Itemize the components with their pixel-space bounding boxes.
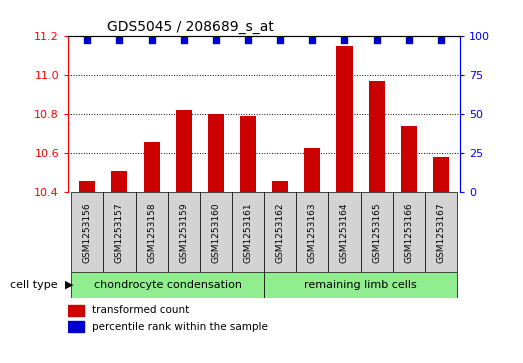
Point: [340, 37, 349, 43]
Text: GSM1253165: GSM1253165: [372, 202, 381, 263]
Point: [372, 37, 381, 43]
Text: GSM1253162: GSM1253162: [276, 202, 285, 262]
Point: [308, 37, 316, 43]
Text: GSM1253156: GSM1253156: [83, 202, 92, 263]
Bar: [208, 114, 224, 192]
Point: [147, 37, 156, 43]
Point: [179, 37, 188, 43]
Text: GSM1253167: GSM1253167: [437, 202, 446, 263]
Bar: [369, 81, 385, 192]
Text: transformed count: transformed count: [92, 305, 189, 315]
Point: [244, 37, 252, 43]
Bar: [433, 157, 449, 192]
Bar: [401, 126, 417, 192]
Text: GSM1253166: GSM1253166: [404, 202, 413, 263]
Bar: [200, 192, 232, 272]
Bar: [71, 272, 264, 298]
Text: chondrocyte condensation: chondrocyte condensation: [94, 280, 242, 290]
Bar: [264, 272, 457, 298]
Bar: [71, 192, 104, 272]
Bar: [336, 46, 353, 192]
Text: GSM1253158: GSM1253158: [147, 202, 156, 263]
Bar: [425, 192, 457, 272]
Bar: [328, 192, 360, 272]
Bar: [104, 192, 135, 272]
Text: remaining limb cells: remaining limb cells: [304, 280, 417, 290]
Bar: [135, 192, 168, 272]
Point: [83, 37, 92, 43]
Bar: [264, 192, 296, 272]
Text: GSM1253163: GSM1253163: [308, 202, 317, 263]
Text: GDS5045 / 208689_s_at: GDS5045 / 208689_s_at: [107, 20, 274, 34]
Bar: [304, 147, 321, 192]
Bar: [68, 321, 84, 333]
Text: GSM1253159: GSM1253159: [179, 202, 188, 263]
Bar: [168, 192, 200, 272]
Point: [405, 37, 413, 43]
Bar: [68, 305, 84, 316]
Bar: [240, 116, 256, 192]
Text: GSM1253157: GSM1253157: [115, 202, 124, 263]
Point: [437, 37, 445, 43]
Bar: [360, 192, 393, 272]
Bar: [393, 192, 425, 272]
Bar: [176, 110, 192, 192]
Point: [212, 37, 220, 43]
Bar: [143, 142, 160, 192]
Bar: [79, 181, 95, 192]
Point: [276, 37, 285, 43]
Bar: [296, 192, 328, 272]
Text: cell type: cell type: [10, 280, 58, 290]
Bar: [111, 171, 128, 192]
Text: ▶: ▶: [65, 280, 74, 290]
Point: [115, 37, 123, 43]
Text: GSM1253160: GSM1253160: [211, 202, 220, 263]
Text: GSM1253164: GSM1253164: [340, 202, 349, 262]
Text: GSM1253161: GSM1253161: [244, 202, 253, 263]
Bar: [232, 192, 264, 272]
Bar: [272, 181, 288, 192]
Text: percentile rank within the sample: percentile rank within the sample: [92, 322, 267, 332]
